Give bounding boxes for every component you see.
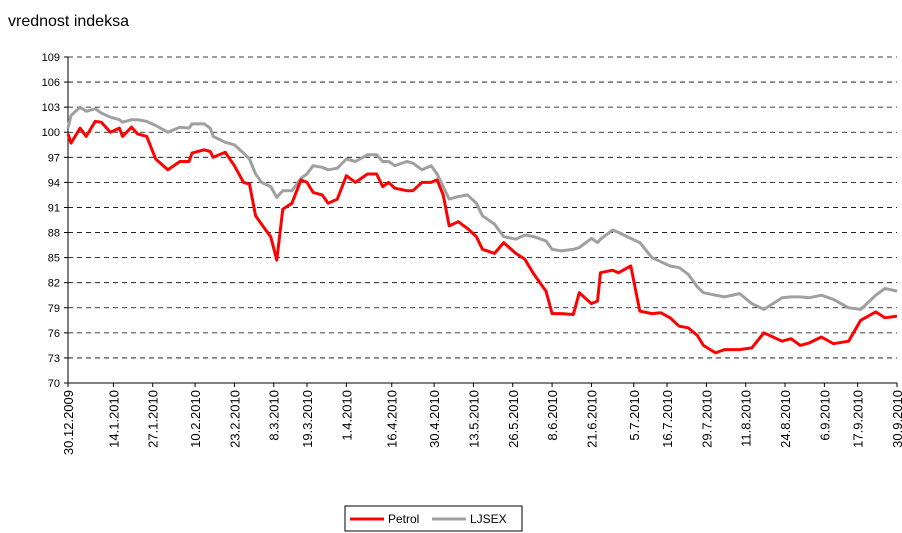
x-tick-label: 16.4.2010 [385,390,400,448]
series-line [66,105,898,311]
y-tick-label: 97 [48,152,60,164]
x-tick-label: 24.8.2010 [778,390,793,448]
y-tick-label: 91 [48,202,60,214]
x-tick-label: 21.6.2010 [584,390,599,448]
y-tick-label: 73 [48,353,60,365]
y-tick-label: 76 [48,328,60,340]
x-tick-label: 29.7.2010 [699,390,714,448]
y-tick-label: 70 [48,378,60,390]
y-tick-label: 94 [48,177,60,189]
x-tick-label: 6.9.2010 [817,390,832,441]
x-tick-label: 26.5.2010 [506,390,521,448]
y-tick-label: 82 [48,278,60,290]
y-tick-label: 106 [42,77,60,89]
y-tick-label: 109 [42,52,60,64]
y-tick-label: 88 [48,228,60,240]
x-tick-label: 23.2.2010 [227,390,242,448]
series-line [66,119,898,355]
x-tick-label: 30.9.2010 [890,390,902,448]
x-tick-label: 30.4.2010 [427,390,442,448]
y-tick-label: 85 [48,253,60,265]
x-tick-label: 14.1.2010 [106,390,121,448]
x-tick-label: 11.8.2010 [739,390,754,447]
x-tick-label: 8.3.2010 [267,390,282,441]
x-tick-label: 16.7.2010 [660,390,675,448]
y-tick-label: 100 [42,127,60,139]
x-tick-label: 27.1.2010 [146,390,161,448]
x-tick-label: 17.9.2010 [851,390,866,448]
x-tick-label: 30.12.2009 [61,390,76,455]
legend-label: Petrol [388,512,419,526]
y-tick-label: 79 [48,303,60,315]
x-tick-label: 1.4.2010 [339,390,354,441]
y-tick-label: 103 [42,102,60,114]
x-tick-label: 10.2.2010 [188,390,203,448]
chart-title: vrednost indeksa [8,13,129,30]
x-tick-label: 13.5.2010 [466,390,481,448]
legend-label: LJSEX [470,512,507,526]
x-tick-label: 19.3.2010 [300,390,315,448]
x-tick-label: 5.7.2010 [627,390,642,441]
x-tick-label: 8.6.2010 [545,390,560,441]
